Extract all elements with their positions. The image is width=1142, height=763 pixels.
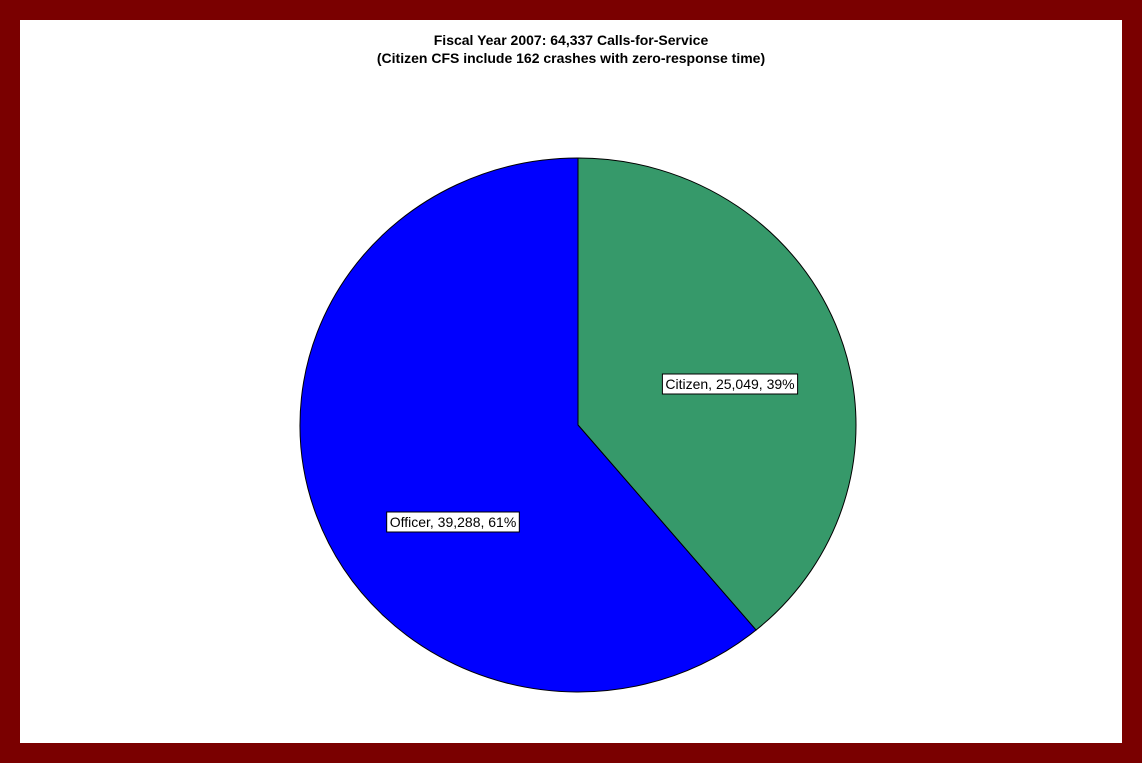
chart-subtitle: (Citizen CFS include 162 crashes with ze…	[376, 50, 766, 66]
pie-slice-officer	[299, 157, 757, 693]
slice-label-text: Officer, 39,288, 61%	[390, 514, 517, 530]
chart-title: Fiscal Year 2007: 64,337 Calls-for-Servi…	[433, 32, 709, 48]
chart-title-block: Fiscal Year 2007: 64,337 Calls-for-Servi…	[20, 31, 1122, 67]
slice-label-box	[661, 373, 799, 395]
slice-label-box	[386, 511, 520, 533]
slice-label-officer: Officer, 39,288, 61%	[386, 511, 520, 533]
slice-label-text: Citizen, 25,049, 39%	[665, 376, 794, 392]
slice-label-citizen: Citizen, 25,049, 39%	[661, 373, 799, 395]
